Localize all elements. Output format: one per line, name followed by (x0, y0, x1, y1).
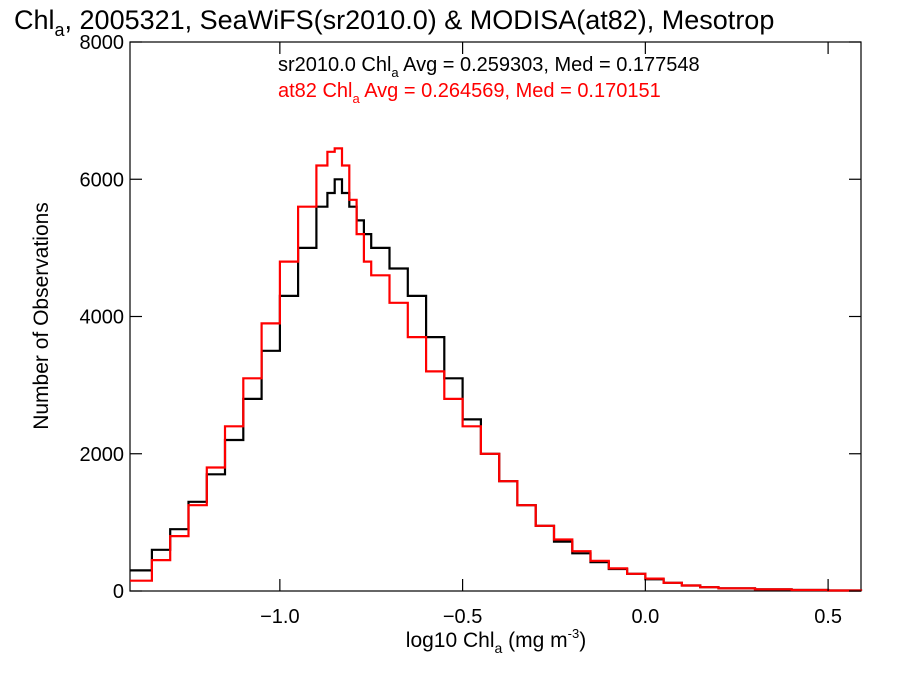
annotation-sr2010: sr2010.0 Chla Avg = 0.259303, Med = 0.17… (278, 54, 700, 80)
chart-title: Chla, 2005321, SeaWiFS(sr2010.0) & MODIS… (14, 5, 774, 40)
x-tick-label: −0.5 (443, 606, 482, 628)
ann0-post: Avg = 0.259303, Med = 0.177548 (399, 54, 700, 76)
y-axis-label: Number of Observations (30, 202, 53, 430)
xlabel-post: ) (579, 629, 586, 652)
xlabel-mid: (mg m (502, 629, 567, 652)
xlabel-pre: log10 Chl (406, 629, 495, 652)
x-axis: −1.0 −0.5 0.0 0.5 (260, 42, 842, 628)
ann0-sub: a (391, 65, 399, 80)
title-post: , 2005321, SeaWiFS(sr2010.0) & MODISA(at… (65, 5, 775, 35)
ann1-post: Avg = 0.264569, Med = 0.170151 (360, 80, 661, 102)
annotation-at82: at82 Chla Avg = 0.264569, Med = 0.170151 (278, 80, 661, 106)
ann0-pre: sr2010.0 Chl (278, 54, 391, 76)
title-sub: a (55, 20, 66, 40)
xlabel-sup: -3 (568, 626, 580, 641)
y-tick-label: 4000 (80, 307, 125, 329)
series-line-1 (130, 147, 863, 592)
y-tick-label: 0 (113, 581, 124, 603)
x-axis-label: log10 Chla (mg m-3) (406, 626, 586, 656)
x-tick-label: −1.0 (260, 606, 299, 628)
x-tick-label: 0.5 (814, 606, 842, 628)
ann1-sub: a (353, 91, 361, 106)
series-line-0 (130, 178, 863, 592)
series-layer (130, 147, 863, 592)
y-axis: 0 2000 4000 6000 8000 (80, 32, 861, 603)
plot-frame (129, 41, 862, 592)
ann1-pre: at82 Chl (278, 80, 353, 102)
y-tick-label: 8000 (80, 32, 125, 54)
y-tick-label: 2000 (80, 444, 125, 466)
y-tick-label: 6000 (80, 169, 125, 191)
title-pre: Chl (14, 5, 55, 35)
plot-area (129, 41, 863, 592)
x-tick-label: 0.0 (631, 606, 659, 628)
xlabel-sub: a (495, 640, 503, 656)
